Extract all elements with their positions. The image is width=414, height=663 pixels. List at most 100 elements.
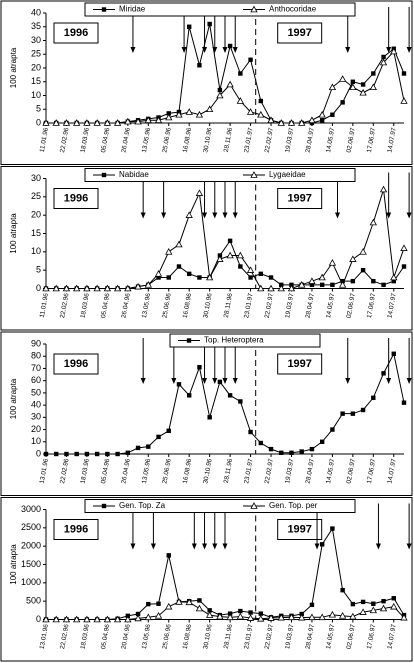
marker: [197, 365, 202, 370]
marker: [207, 21, 212, 27]
marker: [62, 284, 71, 292]
marker: [146, 601, 151, 607]
marker: [93, 119, 101, 126]
marker: [369, 218, 377, 226]
marker: [391, 351, 396, 356]
marker: [156, 275, 161, 280]
marker: [400, 97, 408, 104]
x-tick-label: 13.01.96: [39, 623, 50, 650]
x-tick-label: 28.04.97: [305, 292, 316, 319]
marker: [83, 615, 91, 623]
marker: [236, 612, 245, 620]
year-box: [53, 353, 99, 375]
arrow-head: [212, 378, 218, 384]
year-box: [277, 353, 323, 375]
x-tick-label: 28.04.97: [305, 458, 316, 485]
marker: [135, 445, 141, 451]
marker: [360, 599, 366, 605]
marker: [257, 110, 265, 118]
x-tick-label: 18.03.96: [80, 292, 91, 319]
x-tick-label: 11.01.96: [39, 292, 50, 318]
y-tick-label: 20: [31, 424, 41, 434]
marker: [360, 82, 366, 87]
marker: [318, 613, 326, 621]
x-tick-label: 16.08.96: [182, 292, 193, 319]
marker: [207, 608, 212, 613]
marker: [309, 602, 315, 608]
legend-box: [84, 2, 356, 17]
marker: [381, 282, 386, 288]
marker: [165, 248, 173, 255]
marker: [238, 71, 243, 76]
y-tick-label: 70: [31, 363, 41, 373]
marker: [381, 54, 386, 60]
marker: [349, 255, 357, 262]
marker: [124, 284, 132, 292]
marker: [103, 284, 112, 292]
marker: [248, 610, 253, 615]
x-tick-label: 05.04.96: [100, 292, 111, 319]
y-tick-label: 1000: [21, 577, 41, 587]
marker: [338, 281, 347, 288]
marker: [360, 407, 366, 413]
y-tick-label: 1500: [21, 559, 41, 569]
marker: [258, 440, 263, 446]
y-tick-label: 0: [36, 448, 41, 458]
x-tick-label: 16.08.96: [182, 458, 193, 485]
legend-marker: [250, 5, 258, 13]
legend-marker: [250, 502, 258, 509]
x-tick-label: 20.04.96: [121, 623, 132, 650]
x-tick-label: 30.10.96: [202, 127, 213, 154]
x-tick-label: 14.07.97: [386, 127, 397, 154]
marker: [299, 449, 304, 454]
marker: [350, 278, 356, 284]
arrow-head: [222, 47, 228, 53]
marker: [113, 119, 122, 126]
arrow-head: [181, 47, 187, 53]
marker: [73, 284, 81, 292]
y-tick-label: 25: [31, 49, 41, 59]
marker: [309, 282, 315, 288]
marker: [144, 613, 152, 621]
marker: [268, 446, 274, 452]
x-tick-label: 17.06.97: [366, 127, 377, 154]
marker: [135, 611, 141, 617]
marker: [267, 116, 275, 124]
year-box: [53, 188, 99, 209]
marker: [207, 415, 212, 420]
marker: [144, 281, 152, 288]
arrow-head: [202, 378, 208, 384]
y-tick-label: 10: [31, 246, 41, 256]
legend-label: Anthocoridae: [269, 5, 317, 14]
x-tick-label: 14.07.97: [386, 458, 397, 485]
marker: [390, 602, 398, 610]
marker: [176, 382, 182, 387]
y-tick-label: 3000: [21, 504, 41, 514]
x-tick-label: 23.01.97: [243, 127, 254, 154]
marker: [349, 612, 357, 620]
marker: [401, 264, 407, 269]
marker: [166, 428, 171, 433]
arrow-head: [314, 543, 320, 550]
year-box: [277, 22, 323, 44]
y-tick-label: 10: [31, 436, 41, 446]
marker: [350, 601, 356, 607]
marker: [238, 608, 243, 614]
marker: [309, 446, 315, 452]
x-tick-label: 14.05.97: [325, 458, 336, 485]
chart-panel: 100 atrapta 0 5 10 15 20 25 30 35 40 11.01.96 22.02…: [0, 0, 413, 165]
x-tick-label: 14.05.97: [325, 292, 336, 319]
legend-marker: [101, 172, 107, 178]
y-tick-label: 80: [31, 351, 41, 361]
marker: [165, 113, 173, 121]
y-tick-label: 40: [31, 399, 41, 409]
legend-label: Miridae: [119, 5, 146, 14]
marker: [185, 211, 193, 218]
arrow-head: [406, 47, 412, 53]
arrow-head: [140, 378, 146, 384]
marker: [238, 399, 243, 404]
y-tick-label: 0: [36, 283, 41, 293]
y-tick-label: 60: [31, 375, 41, 385]
legend-label: Lygaeidae: [269, 170, 306, 179]
marker: [52, 284, 60, 292]
